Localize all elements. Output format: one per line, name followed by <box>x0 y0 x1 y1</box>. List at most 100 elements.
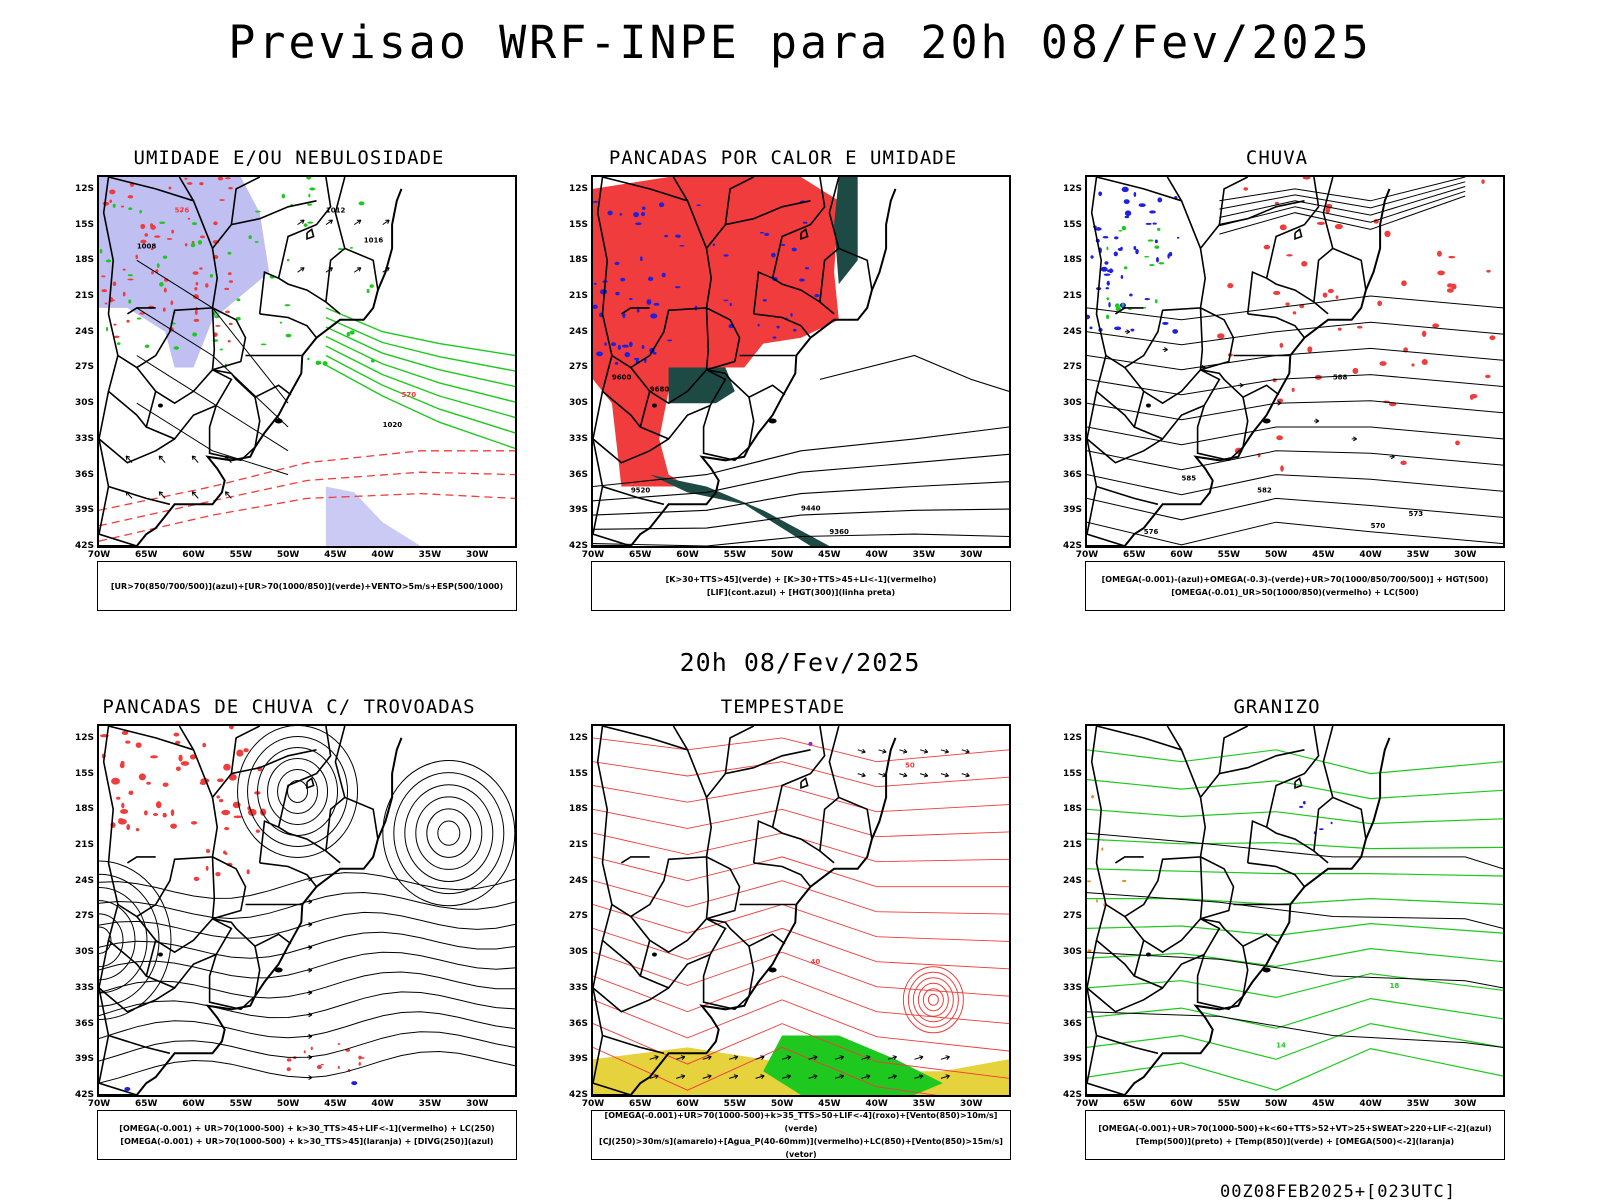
rain-area-red <box>1481 179 1485 184</box>
political-border <box>1313 247 1367 303</box>
streamline-arrow <box>307 899 313 905</box>
panel-title: PANCADAS DE CHUVA C/ TROVOADAS <box>102 696 476 718</box>
lifted-index-contour-blue <box>624 352 631 358</box>
thickness-contour-red <box>170 300 174 306</box>
humidity-contour-green <box>346 331 350 337</box>
storm-area-red <box>121 730 129 736</box>
political-border <box>771 177 826 279</box>
humidity-contour-green <box>128 299 132 304</box>
temp850-contour-green <box>1087 1022 1503 1060</box>
wind-vector-head <box>300 267 305 272</box>
lat-tick-label: 12S <box>1062 183 1082 194</box>
hgt500-contour <box>1087 347 1503 371</box>
humidity-contour-green <box>349 247 354 249</box>
rain-area-red <box>1276 435 1283 441</box>
streamline-arrow-head <box>308 922 313 928</box>
lat-tick-label: 18S <box>568 804 588 815</box>
wind-vector-head <box>944 772 949 778</box>
rain-area-red <box>1291 387 1295 392</box>
wind-vector-shaft <box>940 1056 950 1060</box>
political-border <box>230 726 261 774</box>
wind-vector-head <box>707 1055 712 1060</box>
humidity-contour-green <box>281 193 286 199</box>
wind-vector <box>914 1074 924 1079</box>
thickness-contour-red <box>225 310 230 314</box>
storm-area-red <box>224 852 228 855</box>
lat-tick-label: 30S <box>1062 947 1082 958</box>
political-border <box>107 904 147 977</box>
omega-area-blue <box>1089 326 1093 330</box>
wind-vector <box>919 772 929 778</box>
hgt500-contour <box>1219 186 1466 218</box>
humidity-contour-green <box>105 259 112 263</box>
streamline-arrow-head <box>308 1075 313 1081</box>
political-border <box>259 313 318 339</box>
wind-vector-head <box>707 1074 712 1079</box>
omega-area-blue <box>1133 191 1137 197</box>
contour-label: 570 <box>1371 522 1386 530</box>
wind-vector <box>899 748 908 754</box>
legend-box: [OMEGA(-0.001) + UR>70(1000-500) + k>30_… <box>97 1110 517 1160</box>
political-border <box>258 820 279 863</box>
thickness-contour-red <box>120 205 125 208</box>
storm-area-red <box>316 1064 322 1070</box>
humidity-contour-green <box>366 288 370 294</box>
lifted-index-contour-blue <box>610 342 617 347</box>
rain-area-red <box>1379 361 1387 366</box>
storm-area-red <box>180 761 190 766</box>
political-border <box>1242 384 1280 398</box>
omega-area-orange <box>1096 899 1098 903</box>
hgt500-contour <box>1087 374 1503 396</box>
panel-umidade: UMIDADE E/OU NEBULOSIDADE 12S 15S 18S 21S 24S… <box>54 147 524 637</box>
contour-label: 9360 <box>829 528 849 536</box>
wind-vector-shaft <box>861 1056 871 1060</box>
map-area: 40 50 <box>591 724 1011 1097</box>
wind-vector-shaft <box>755 1075 765 1079</box>
thickness-contour-red <box>166 238 173 240</box>
temp850-contour-green <box>1087 779 1503 800</box>
wind-vector-shaft <box>899 773 908 777</box>
streamline-loop <box>437 820 461 846</box>
thickness-contour-red <box>184 243 188 247</box>
omega-area-blue <box>1108 302 1111 308</box>
storm-area-red <box>119 762 125 769</box>
lat-tick-label: 33S <box>74 982 94 993</box>
storm-area-red <box>358 1055 362 1060</box>
panel-chuva: CHUVA 12S 15S 18S 21S 24S 27S 30S 33S 36S 39S 42S 70… <box>1042 147 1512 637</box>
political-border <box>772 826 835 864</box>
contour-label: 573 <box>1408 510 1423 518</box>
political-border <box>99 940 176 1013</box>
political-border <box>1087 987 1159 1055</box>
political-border <box>102 177 219 369</box>
thickness-contour-red <box>112 281 117 287</box>
lifted-index-contour-blue <box>650 313 658 319</box>
rain-area-red <box>1227 283 1234 289</box>
lon-tick-label: 40W <box>371 550 394 560</box>
political-border <box>1087 940 1164 1013</box>
storm-area-red <box>228 726 234 730</box>
lifted-index-contour-blue <box>723 299 729 302</box>
lon-tick-label: 55W <box>1217 1099 1241 1109</box>
omega-area-green <box>1123 266 1128 270</box>
map-svg: 40 50 <box>593 726 1009 1095</box>
hgt300-contour <box>593 426 1009 488</box>
lake <box>1145 952 1151 957</box>
political-border <box>593 940 670 1013</box>
lat-tick-label: 21S <box>568 291 588 302</box>
political-border <box>254 384 292 398</box>
thickness-contour-red <box>192 271 199 275</box>
lifted-index-contour-blue <box>620 277 626 282</box>
lifted-index-contour-blue <box>615 291 620 296</box>
water-vapor-contour-red <box>907 971 959 1028</box>
storm-area-red <box>118 818 127 825</box>
thickness-contour-red <box>109 189 116 195</box>
storm-area-red <box>173 732 180 737</box>
storm-area-red <box>111 777 120 785</box>
panel-pancadas-calor: PANCADAS POR CALOR E UMIDADE 12S 15S 18S 21S… <box>548 147 1018 637</box>
lon-tick-label: 40W <box>1359 1099 1382 1109</box>
omega-area-blue <box>1114 326 1122 331</box>
lifted-index-contour-blue <box>604 342 607 346</box>
wind-vector <box>382 219 390 226</box>
thickness-contour-red <box>163 287 167 293</box>
rain-area-red <box>1437 270 1445 276</box>
